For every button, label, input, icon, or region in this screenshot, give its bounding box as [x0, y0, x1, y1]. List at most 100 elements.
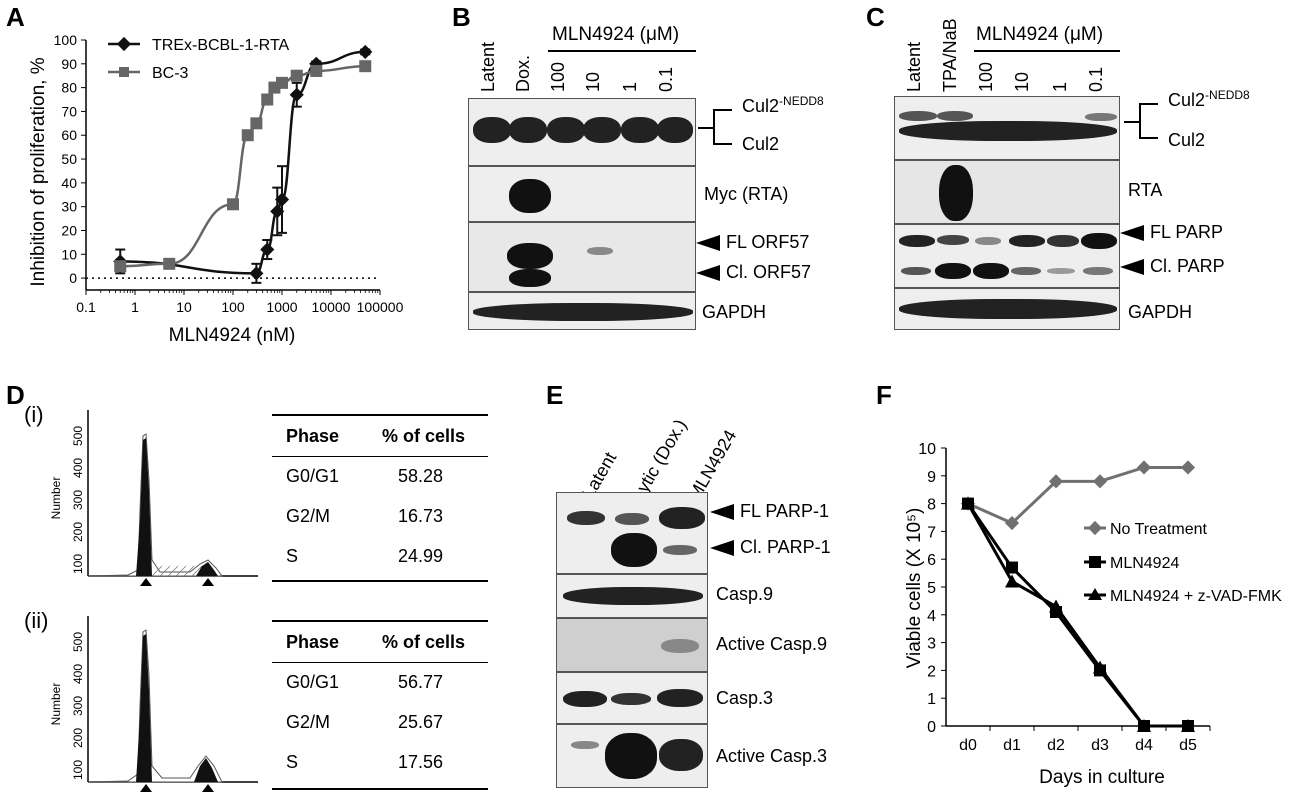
table-cell: 56.77 — [398, 671, 444, 692]
panel-c-lane-label: 0.1 — [1086, 66, 1106, 92]
panel-d-table-ii-top-rule — [272, 620, 488, 622]
table-row: G2/M 25.67 — [286, 702, 486, 742]
panel-f-y-tick-label: 9 — [927, 469, 936, 486]
panel-b-nedd8-sup: -NEDD8 — [779, 94, 824, 108]
panel-d-histogram-i: 500 400 300 200 100 Number — [49, 410, 258, 586]
panel-f-data-point — [1093, 660, 1107, 674]
panel-b-bracket — [698, 109, 732, 145]
panel-d-table-ii-mid-rule — [272, 662, 488, 663]
panel-a-y-tick-label: 80 — [61, 80, 77, 96]
panel-a-series-line — [120, 64, 366, 268]
panel-d-i-ylabel: Number — [49, 477, 63, 520]
table-row: S 24.99 — [286, 536, 486, 576]
panel-f-data-point — [1136, 460, 1152, 475]
panel-a-label: A — [6, 2, 25, 32]
panel-f-x-tick-label: d5 — [1179, 737, 1197, 754]
table-row: G0/G1 56.77 — [286, 662, 486, 702]
panel-a-x-tick-label: 10000 — [312, 299, 351, 315]
panel-f-data-point — [1137, 719, 1151, 732]
panel-a-series-line — [120, 50, 366, 275]
panel-f-data-point — [1004, 515, 1020, 531]
panel-f-legend-series-3: MLN4924 + z-VAD-FMK — [1110, 588, 1282, 605]
panel-a-data-point — [274, 192, 290, 207]
panel-c-nedd8-sup: -NEDD8 — [1205, 88, 1250, 102]
panel-d-ii-tick: 400 — [71, 664, 85, 684]
table-row: Phase % of cells — [286, 622, 486, 662]
panel-e-blot-active-casp9 — [556, 618, 708, 672]
panel-d-ii-tick: 100 — [71, 760, 85, 780]
panel-c-arrow-fl — [1120, 225, 1144, 241]
table-cell: G0/G1 — [286, 465, 340, 486]
panel-f-series-line — [966, 502, 1188, 728]
panel-f-data-point — [1092, 474, 1108, 489]
panel-a-y-tick-label: 0 — [69, 270, 77, 286]
panel-c-label: C — [866, 2, 885, 32]
panel-d-i-tick: 100 — [71, 554, 85, 574]
panel-c-label-fl-parp: FL PARP — [1150, 222, 1224, 242]
panel-d-ii-tick: 300 — [71, 696, 85, 716]
panel-f-y-tick-label: 6 — [927, 552, 936, 569]
panel-f-y-tick-label: 3 — [927, 636, 936, 653]
panel-f-y-tick-label: 7 — [927, 524, 936, 541]
panel-c-lane-label: 1 — [1050, 81, 1070, 92]
panel-f-ylabel: Viable cells (X 10⁵) — [904, 508, 925, 669]
panel-b-label-myc: Myc (RTA) — [704, 184, 789, 204]
panel-a-x-tick-label: 100000 — [357, 299, 404, 315]
panel-a-x-tick-label: 100 — [221, 299, 245, 315]
panel-f-x-tick-label: d4 — [1135, 737, 1153, 754]
table-cell: 16.73 — [398, 505, 444, 526]
panel-f-y-tick-label: 1 — [927, 691, 936, 708]
panel-f-y-tick-label: 0 — [927, 719, 936, 736]
panel-f-y-tick-label: 10 — [918, 441, 936, 458]
panel-b-cul2-text: Cul2 — [742, 96, 780, 116]
panel-a-data-point — [290, 69, 303, 82]
table-cell: G2/M — [286, 711, 331, 732]
panel-a-y-tick-label: 20 — [61, 222, 77, 238]
panel-b-treatment-bar — [548, 50, 696, 52]
panel-a-y-tick-label: 70 — [61, 103, 77, 119]
panel-b-treatment-label: MLN4924 (μM) — [552, 24, 680, 45]
table-row: Phase % of cells — [286, 416, 486, 456]
panel-a-y-tick-label: 100 — [54, 32, 78, 48]
panel-a-y-tick-label: 90 — [61, 56, 77, 72]
table-cell: G0/G1 — [286, 671, 340, 692]
panel-e-label-casp9: Casp.9 — [716, 584, 774, 604]
panel-d-ii-label: (ii) — [24, 608, 49, 633]
panel-c-label-cl-parp: Cl. PARP — [1150, 256, 1225, 276]
panel-c-lane-label: Latent — [904, 41, 924, 92]
panel-d-ii-tick: 500 — [71, 632, 85, 652]
table-row: G2/M 16.73 — [286, 496, 486, 536]
panel-c-blot-rta — [894, 160, 1120, 224]
panel-f-data-point — [1006, 561, 1018, 574]
table-cell: S — [286, 751, 299, 772]
panel-f-data-point — [1005, 574, 1019, 588]
panel-a-legend-series-2: BC-3 — [152, 65, 189, 82]
panel-c-treatment-label: MLN4924 (μM) — [976, 24, 1104, 45]
panel-a-x-tick-label: 0.1 — [76, 299, 96, 315]
panel-d-histogram-ii: 500 400 300 200 100 Number — [49, 616, 258, 792]
panel-c-label-gapdh: GAPDH — [1128, 302, 1193, 322]
panel-c-treatment-bar — [974, 50, 1120, 52]
panel-a-data-point — [289, 87, 304, 102]
panel-b-label-cul2-nedd8: Cul2-NEDD8 — [742, 94, 824, 117]
panel-d-table-i: Phase % of cells G0/G1 58.28 G2/M 16.73 S 24… — [286, 416, 486, 576]
panel-c-lane-label: 100 — [976, 61, 996, 92]
table-cell: 58.28 — [398, 465, 444, 486]
panel-d-i-tick: 200 — [71, 522, 85, 542]
panel-c-bracket — [1124, 103, 1158, 139]
panel-c-cul2-text: Cul2 — [1168, 90, 1206, 110]
panel-d-label: D — [6, 380, 25, 410]
panel-d-i-tick: 400 — [71, 458, 85, 478]
panel-a-data-point — [276, 76, 288, 89]
panel-e-label: E — [546, 380, 564, 410]
panel-d-table-i-mid-rule — [272, 456, 488, 457]
panel-d-table-ii-bottom-rule — [272, 788, 488, 790]
panel-a-data-point — [163, 257, 176, 270]
panel-a-data-point — [249, 266, 264, 281]
panel-f-x-tick-label: d3 — [1091, 737, 1109, 754]
panel-e-arrow-cl — [710, 540, 734, 556]
panel-a-x-tick-label: 10 — [176, 299, 192, 315]
panel-f-legend-series-1: No Treatment — [1110, 521, 1207, 538]
panel-f-x-tick-label: d2 — [1047, 737, 1065, 754]
panel-f-y-tick-label: 5 — [927, 580, 936, 597]
